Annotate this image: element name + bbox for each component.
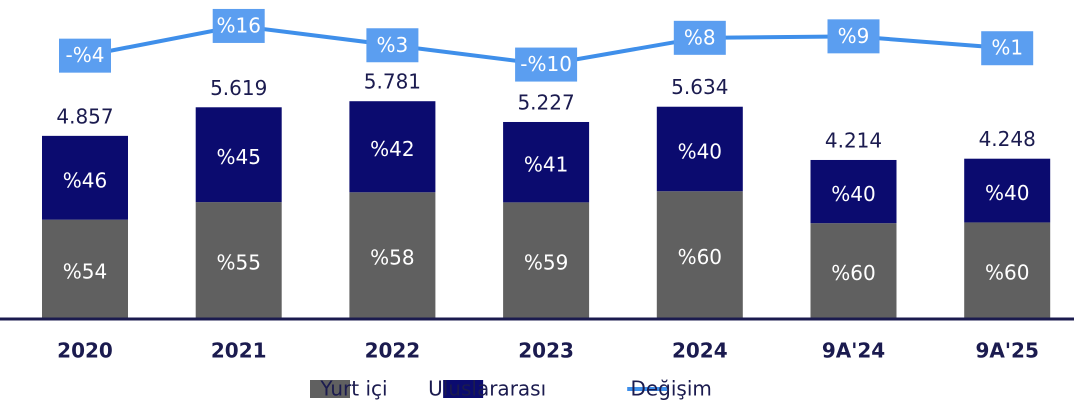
bar-segment bbox=[42, 135, 128, 220]
change-label-box bbox=[981, 31, 1034, 66]
segment-label: %60 bbox=[831, 261, 875, 285]
legend-label: Uluslararası bbox=[428, 377, 546, 401]
bar-segment bbox=[42, 219, 128, 318]
bar-segment bbox=[656, 191, 743, 318]
bar-segment bbox=[503, 202, 590, 318]
change-label-box bbox=[673, 20, 726, 55]
total-label: 4.857 bbox=[56, 104, 113, 128]
segment-label: %40 bbox=[831, 182, 875, 206]
x-tick-label: 2022 bbox=[365, 339, 421, 363]
bar-segment bbox=[810, 159, 897, 224]
change-label: %3 bbox=[377, 33, 409, 57]
change-label-box bbox=[827, 19, 880, 54]
total-label: 4.214 bbox=[825, 128, 882, 152]
segment-label: %41 bbox=[524, 153, 568, 177]
x-tick-label: 2023 bbox=[518, 339, 574, 363]
change-label-box bbox=[515, 47, 578, 82]
bar-segment bbox=[656, 106, 743, 192]
change-label: -%4 bbox=[66, 43, 105, 67]
segment-label: %55 bbox=[216, 251, 260, 275]
total-label: 5.781 bbox=[364, 70, 421, 94]
bar-segment bbox=[503, 121, 590, 203]
x-tick-label: 2024 bbox=[672, 339, 728, 363]
total-label: 4.248 bbox=[979, 127, 1036, 151]
segment-label: %60 bbox=[678, 245, 722, 269]
legend-swatch bbox=[310, 380, 350, 398]
x-tick-label: 2021 bbox=[211, 339, 267, 363]
total-label: 5.634 bbox=[671, 75, 728, 99]
segment-label: %45 bbox=[216, 145, 260, 169]
change-label: %9 bbox=[838, 24, 870, 48]
segment-label: %46 bbox=[63, 168, 107, 192]
change-label: -%10 bbox=[520, 52, 572, 76]
bar-segment bbox=[195, 202, 282, 318]
x-tick-label: 2020 bbox=[57, 339, 113, 363]
legend-label: Yurt içi bbox=[319, 377, 387, 401]
segment-label: %54 bbox=[63, 259, 107, 283]
legend-swatch bbox=[443, 380, 484, 398]
segment-label: %58 bbox=[370, 246, 414, 270]
change-label: %8 bbox=[684, 25, 716, 49]
total-label: 5.619 bbox=[210, 76, 267, 100]
x-tick-label: 9A'25 bbox=[976, 339, 1039, 363]
bar-segment bbox=[349, 192, 436, 318]
bar-segment bbox=[195, 107, 282, 203]
change-label-box bbox=[212, 8, 265, 43]
total-label: 5.227 bbox=[517, 90, 574, 114]
legend-label: Değişim bbox=[630, 377, 711, 401]
bar-segment bbox=[964, 222, 1051, 318]
bar-segment bbox=[964, 158, 1051, 223]
change-label: %16 bbox=[216, 13, 260, 37]
bar-segment bbox=[810, 223, 897, 318]
change-label: %1 bbox=[991, 36, 1023, 60]
segment-label: %59 bbox=[524, 251, 568, 275]
segment-label: %40 bbox=[678, 139, 722, 163]
change-label-box bbox=[59, 38, 111, 73]
change-label-box bbox=[366, 28, 419, 63]
segment-label: %40 bbox=[985, 181, 1029, 205]
bar-segment bbox=[349, 101, 436, 193]
segment-label: %60 bbox=[985, 261, 1029, 285]
x-tick-label: 9A'24 bbox=[822, 339, 885, 363]
segment-label: %42 bbox=[370, 137, 414, 161]
